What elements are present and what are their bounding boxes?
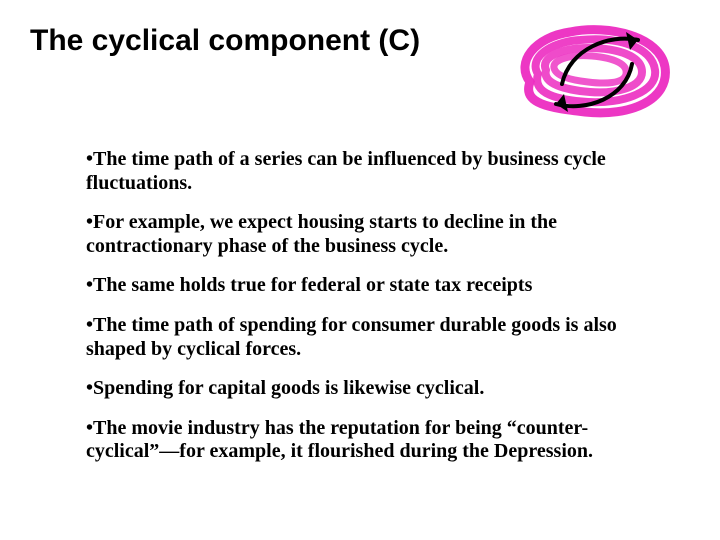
bullet-text: The same holds true for federal or state…	[93, 274, 532, 296]
list-item: •For example, we expect housing starts t…	[86, 211, 658, 258]
bullet-text: The movie industry has the reputation fo…	[86, 417, 593, 463]
bullet-list: •The time path of a series can be influe…	[30, 108, 690, 464]
cycle-arrows-icon	[510, 12, 680, 132]
bullet-text: For example, we expect housing starts to…	[86, 211, 557, 257]
list-item: •The movie industry has the reputation f…	[86, 417, 658, 464]
bullet-text: Spending for capital goods is likewise c…	[93, 377, 484, 399]
slide: The cyclical component (C) •The time pat…	[0, 0, 720, 540]
bullet-text: The time path of a series can be influen…	[86, 148, 606, 194]
list-item: •The time path of a series can be influe…	[86, 148, 658, 195]
list-item: •The same holds true for federal or stat…	[86, 274, 658, 298]
bullet-text: The time path of spending for consumer d…	[86, 314, 617, 360]
title-row: The cyclical component (C)	[30, 18, 690, 108]
list-item: •The time path of spending for consumer …	[86, 314, 658, 361]
list-item: •Spending for capital goods is likewise …	[86, 377, 658, 401]
